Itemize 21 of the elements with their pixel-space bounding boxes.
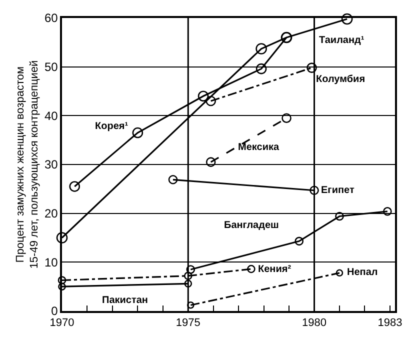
x-tick-label: 1980 bbox=[302, 316, 327, 329]
x-tick-label: 1975 bbox=[176, 316, 200, 329]
y-tick-label: 40 bbox=[44, 108, 58, 123]
y-axis-title: Процент замужних женщин возрастом 15-49 лет, пользующихся контрацепцией bbox=[14, 60, 41, 269]
y-tick-label: 20 bbox=[44, 206, 58, 221]
series-label: Таиланд¹ bbox=[319, 35, 365, 46]
series-label: Египет bbox=[321, 185, 354, 196]
series-label: Непал bbox=[347, 267, 378, 278]
series-label: Мексика bbox=[238, 142, 280, 153]
series-label: Бангладеш bbox=[224, 220, 279, 231]
series-label: Корея¹ bbox=[95, 121, 129, 132]
series-label: Кения² bbox=[258, 264, 292, 275]
x-tick-label: 1983 bbox=[378, 316, 402, 329]
series-label: Пакистан bbox=[102, 295, 148, 306]
x-tick-label: 1970 bbox=[50, 316, 74, 329]
y-tick-label: 30 bbox=[44, 158, 58, 172]
y-tick-label: 0 bbox=[51, 304, 58, 318]
y-tick-label: 60 bbox=[44, 11, 58, 26]
y-tick-label: 10 bbox=[44, 255, 58, 270]
y-tick-label: 50 bbox=[44, 60, 58, 74]
series-label: Колумбия bbox=[316, 74, 366, 85]
